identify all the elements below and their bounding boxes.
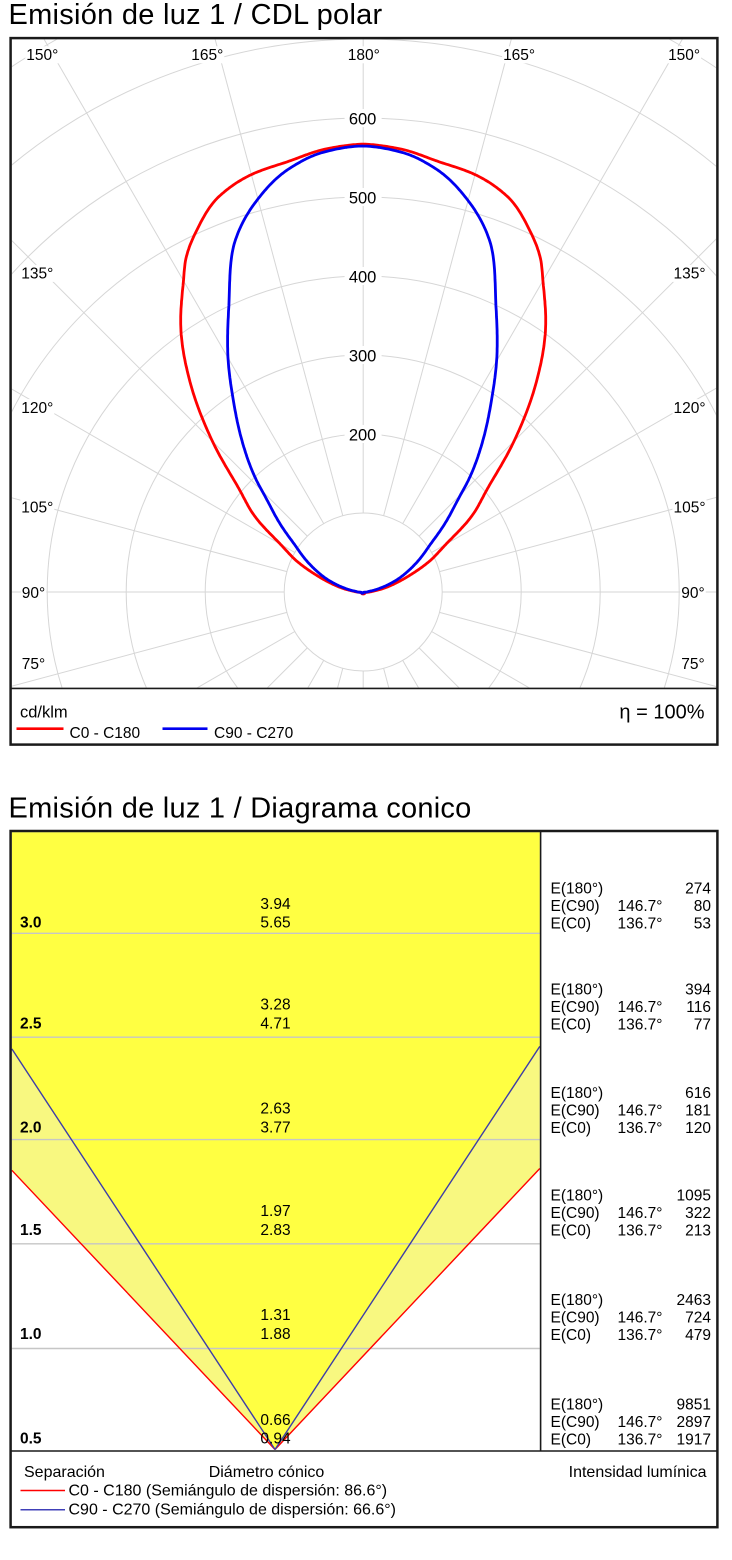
svg-text:E(C90): E(C90) bbox=[551, 898, 600, 915]
svg-text:1917: 1917 bbox=[677, 1432, 711, 1449]
svg-text:135°: 135° bbox=[21, 266, 53, 283]
svg-text:136.7°: 136.7° bbox=[618, 1432, 663, 1449]
svg-text:2463: 2463 bbox=[677, 1292, 711, 1309]
svg-text:3.77: 3.77 bbox=[260, 1119, 290, 1136]
svg-text:0.5: 0.5 bbox=[20, 1431, 42, 1448]
svg-text:Emisión de luz 1 / CDL polar: Emisión de luz 1 / CDL polar bbox=[9, 0, 383, 31]
svg-text:135°: 135° bbox=[673, 266, 705, 283]
svg-text:E(C0): E(C0) bbox=[551, 1432, 591, 1449]
svg-text:75°: 75° bbox=[681, 656, 704, 673]
svg-text:5.65: 5.65 bbox=[260, 915, 290, 932]
svg-text:E(180°): E(180°) bbox=[551, 881, 604, 898]
svg-text:394: 394 bbox=[685, 981, 711, 998]
svg-text:E(180°): E(180°) bbox=[551, 981, 604, 998]
svg-text:165°: 165° bbox=[191, 47, 223, 64]
svg-text:E(C0): E(C0) bbox=[551, 1120, 591, 1137]
svg-text:3.28: 3.28 bbox=[260, 997, 290, 1014]
svg-text:90°: 90° bbox=[681, 585, 704, 602]
svg-text:274: 274 bbox=[685, 881, 711, 898]
svg-text:E(180°): E(180°) bbox=[551, 1292, 604, 1309]
svg-text:136.7°: 136.7° bbox=[618, 1223, 663, 1240]
svg-text:136.7°: 136.7° bbox=[618, 1016, 663, 1033]
svg-text:136.7°: 136.7° bbox=[618, 1120, 663, 1137]
svg-text:80: 80 bbox=[694, 898, 712, 915]
svg-text:0.66: 0.66 bbox=[260, 1412, 290, 1429]
svg-text:2.5: 2.5 bbox=[20, 1016, 42, 1033]
svg-text:2.83: 2.83 bbox=[260, 1222, 290, 1239]
svg-text:0.94: 0.94 bbox=[260, 1431, 291, 1448]
svg-text:E(C90): E(C90) bbox=[551, 1103, 600, 1120]
svg-text:1095: 1095 bbox=[677, 1188, 711, 1205]
svg-text:213: 213 bbox=[685, 1223, 711, 1240]
svg-text:Diámetro cónico: Diámetro cónico bbox=[209, 1464, 325, 1481]
svg-text:105°: 105° bbox=[21, 500, 53, 517]
svg-text:1.88: 1.88 bbox=[260, 1326, 290, 1343]
svg-text:1.97: 1.97 bbox=[260, 1203, 290, 1220]
svg-text:E(180°): E(180°) bbox=[551, 1085, 604, 1102]
svg-text:200: 200 bbox=[349, 426, 377, 444]
svg-text:322: 322 bbox=[685, 1205, 711, 1222]
svg-text:146.7°: 146.7° bbox=[618, 1205, 663, 1222]
svg-text:E(C90): E(C90) bbox=[551, 1205, 600, 1222]
svg-text:C0 - C180: C0 - C180 bbox=[70, 725, 141, 742]
svg-text:600: 600 bbox=[349, 110, 377, 128]
svg-text:150°: 150° bbox=[668, 47, 700, 64]
svg-text:300: 300 bbox=[349, 347, 377, 365]
svg-text:E(C0): E(C0) bbox=[551, 1223, 591, 1240]
svg-text:53: 53 bbox=[694, 916, 711, 933]
svg-text:E(C90): E(C90) bbox=[551, 1414, 600, 1431]
svg-text:E(180°): E(180°) bbox=[551, 1397, 604, 1414]
svg-text:500: 500 bbox=[349, 189, 377, 207]
svg-text:616: 616 bbox=[685, 1085, 711, 1102]
svg-text:Separación: Separación bbox=[24, 1464, 105, 1481]
svg-text:E(C90): E(C90) bbox=[551, 1309, 600, 1326]
svg-text:724: 724 bbox=[685, 1309, 711, 1326]
svg-text:2897: 2897 bbox=[677, 1414, 711, 1431]
svg-text:146.7°: 146.7° bbox=[618, 1414, 663, 1431]
svg-text:400: 400 bbox=[349, 268, 377, 286]
svg-text:4.71: 4.71 bbox=[260, 1016, 290, 1033]
svg-text:105°: 105° bbox=[673, 500, 705, 517]
svg-text:181: 181 bbox=[685, 1103, 711, 1120]
svg-text:9851: 9851 bbox=[677, 1397, 711, 1414]
svg-text:E(C90): E(C90) bbox=[551, 999, 600, 1016]
svg-text:Intensidad lumínica: Intensidad lumínica bbox=[569, 1464, 707, 1481]
svg-text:cd/klm: cd/klm bbox=[20, 704, 68, 722]
svg-text:90°: 90° bbox=[22, 585, 45, 602]
svg-text:146.7°: 146.7° bbox=[618, 1103, 663, 1120]
svg-text:η = 100%: η = 100% bbox=[619, 702, 704, 724]
svg-text:136.7°: 136.7° bbox=[618, 1327, 663, 1344]
svg-text:2.0: 2.0 bbox=[20, 1119, 42, 1136]
svg-text:E(C0): E(C0) bbox=[551, 916, 591, 933]
svg-text:E(180°): E(180°) bbox=[551, 1188, 604, 1205]
svg-text:3.0: 3.0 bbox=[20, 915, 42, 932]
svg-text:77: 77 bbox=[694, 1016, 711, 1033]
svg-text:120°: 120° bbox=[21, 400, 53, 417]
svg-text:C90 - C270 (Semiángulo de disp: C90 - C270 (Semiángulo de dispersión: 66… bbox=[69, 1502, 396, 1519]
svg-text:479: 479 bbox=[685, 1327, 711, 1344]
svg-text:146.7°: 146.7° bbox=[618, 898, 663, 915]
svg-text:75°: 75° bbox=[22, 656, 45, 673]
svg-text:146.7°: 146.7° bbox=[618, 1309, 663, 1326]
svg-text:120: 120 bbox=[685, 1120, 711, 1137]
svg-text:136.7°: 136.7° bbox=[618, 916, 663, 933]
svg-text:E(C0): E(C0) bbox=[551, 1016, 591, 1033]
svg-text:3.94: 3.94 bbox=[260, 896, 291, 913]
svg-text:2.63: 2.63 bbox=[260, 1101, 290, 1118]
svg-text:1.31: 1.31 bbox=[260, 1307, 290, 1324]
svg-text:116: 116 bbox=[686, 999, 711, 1016]
svg-text:180°: 180° bbox=[348, 47, 380, 64]
svg-text:165°: 165° bbox=[503, 47, 535, 64]
svg-text:C90 - C270: C90 - C270 bbox=[214, 725, 294, 742]
svg-text:1.5: 1.5 bbox=[20, 1222, 42, 1239]
svg-text:150°: 150° bbox=[26, 47, 58, 64]
svg-text:120°: 120° bbox=[673, 400, 705, 417]
svg-text:146.7°: 146.7° bbox=[618, 999, 663, 1016]
svg-text:1.0: 1.0 bbox=[20, 1326, 42, 1343]
svg-text:C0 - C180 (Semiángulo de dispe: C0 - C180 (Semiángulo de dispersión: 86.… bbox=[69, 1483, 388, 1500]
svg-text:E(C0): E(C0) bbox=[551, 1327, 591, 1344]
svg-text:Emisión de luz 1 / Diagrama co: Emisión de luz 1 / Diagrama conico bbox=[9, 793, 472, 825]
